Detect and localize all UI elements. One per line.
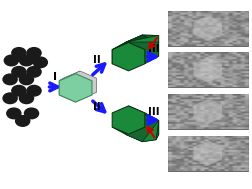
Polygon shape — [112, 127, 142, 142]
Circle shape — [12, 67, 26, 77]
Polygon shape — [142, 35, 159, 42]
Polygon shape — [112, 35, 142, 50]
Text: III: III — [148, 107, 160, 117]
Polygon shape — [126, 113, 159, 142]
Polygon shape — [194, 58, 222, 82]
Circle shape — [7, 108, 21, 119]
Polygon shape — [142, 135, 159, 142]
Circle shape — [3, 74, 17, 85]
Circle shape — [19, 93, 34, 104]
Polygon shape — [64, 71, 97, 99]
Circle shape — [24, 108, 39, 119]
FancyBboxPatch shape — [168, 136, 248, 170]
Circle shape — [27, 85, 41, 96]
Polygon shape — [126, 36, 159, 42]
Polygon shape — [59, 74, 92, 102]
Text: III: III — [148, 44, 160, 54]
Circle shape — [27, 67, 41, 77]
Polygon shape — [156, 121, 159, 140]
Polygon shape — [59, 78, 64, 95]
Circle shape — [19, 74, 34, 85]
Polygon shape — [112, 43, 145, 71]
FancyBboxPatch shape — [168, 53, 248, 87]
Polygon shape — [129, 106, 159, 121]
FancyBboxPatch shape — [168, 94, 248, 129]
Polygon shape — [126, 35, 159, 63]
Circle shape — [12, 85, 26, 96]
Text: II: II — [93, 55, 101, 65]
Circle shape — [19, 55, 34, 66]
Polygon shape — [194, 16, 222, 41]
Polygon shape — [129, 127, 159, 142]
Text: II: II — [93, 102, 101, 112]
Text: I: I — [53, 72, 57, 82]
Circle shape — [27, 48, 41, 58]
Polygon shape — [59, 71, 80, 81]
Polygon shape — [194, 99, 222, 124]
Polygon shape — [129, 35, 159, 50]
Polygon shape — [112, 106, 145, 134]
Polygon shape — [194, 141, 222, 165]
FancyBboxPatch shape — [168, 11, 248, 46]
Polygon shape — [126, 35, 159, 42]
Polygon shape — [59, 92, 80, 102]
Circle shape — [16, 116, 30, 126]
Polygon shape — [142, 121, 159, 142]
Circle shape — [33, 57, 47, 68]
Circle shape — [4, 55, 18, 66]
Circle shape — [12, 48, 26, 58]
Circle shape — [3, 93, 17, 104]
Polygon shape — [145, 42, 159, 64]
Polygon shape — [112, 42, 126, 64]
Polygon shape — [145, 113, 159, 135]
